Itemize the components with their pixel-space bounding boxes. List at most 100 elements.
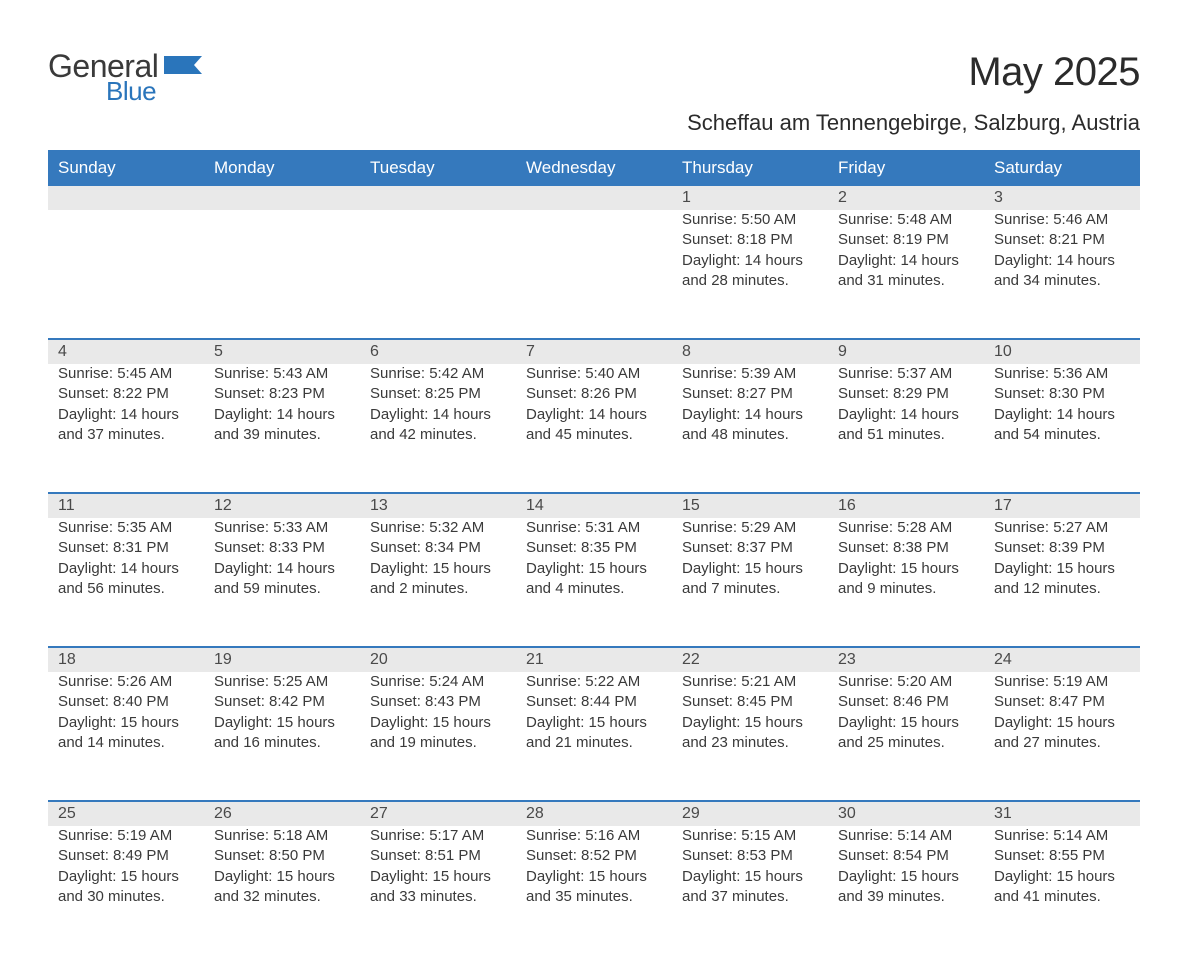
flag-icon (164, 56, 206, 84)
day-detail-line: Sunset: 8:33 PM (214, 538, 350, 558)
day-detail-line: and 39 minutes. (214, 425, 350, 445)
day-detail-line: Sunset: 8:19 PM (838, 230, 974, 250)
day-number: 31 (984, 802, 1140, 826)
day-detail-line: Sunset: 8:35 PM (526, 538, 662, 558)
day-cell: Sunrise: 5:29 AMSunset: 8:37 PMDaylight:… (672, 518, 828, 646)
day-detail-line: Daylight: 14 hours (58, 405, 194, 425)
day-detail-line: Sunset: 8:30 PM (994, 384, 1130, 404)
day-detail-line: Daylight: 15 hours (526, 867, 662, 887)
day-detail-line: Daylight: 15 hours (370, 867, 506, 887)
day-number-strip: 11121314151617 (48, 494, 1140, 518)
day-detail-line: Daylight: 15 hours (838, 867, 974, 887)
day-detail-line: Sunset: 8:51 PM (370, 846, 506, 866)
day-detail-line: Daylight: 15 hours (214, 867, 350, 887)
day-detail-line: Sunrise: 5:40 AM (526, 364, 662, 384)
day-number-strip: 123 (48, 186, 1140, 210)
week-row: 25262728293031Sunrise: 5:19 AMSunset: 8:… (48, 800, 1140, 954)
day-detail-line: and 56 minutes. (58, 579, 194, 599)
day-detail-line: Daylight: 14 hours (526, 405, 662, 425)
day-detail-line: Daylight: 15 hours (214, 713, 350, 733)
day-detail-line: and 23 minutes. (682, 733, 818, 753)
day-detail-line: Sunrise: 5:14 AM (994, 826, 1130, 846)
day-detail-line: Sunrise: 5:39 AM (682, 364, 818, 384)
day-detail-line: Sunrise: 5:46 AM (994, 210, 1130, 230)
day-detail-line: and 48 minutes. (682, 425, 818, 445)
day-detail-line: Sunset: 8:23 PM (214, 384, 350, 404)
day-detail-line: Sunrise: 5:42 AM (370, 364, 506, 384)
day-detail-line: Sunrise: 5:18 AM (214, 826, 350, 846)
day-cell: Sunrise: 5:46 AMSunset: 8:21 PMDaylight:… (984, 210, 1140, 338)
page-title: May 2025 (968, 50, 1140, 95)
brand-text: General Blue (48, 50, 158, 104)
week-row: 123Sunrise: 5:50 AMSunset: 8:18 PMDaylig… (48, 186, 1140, 338)
brand-blue: Blue (106, 78, 158, 104)
day-cell: Sunrise: 5:20 AMSunset: 8:46 PMDaylight:… (828, 672, 984, 800)
location-subtitle: Scheffau am Tennengebirge, Salzburg, Aus… (48, 110, 1140, 136)
day-detail-line: Sunrise: 5:31 AM (526, 518, 662, 538)
day-cell: Sunrise: 5:26 AMSunset: 8:40 PMDaylight:… (48, 672, 204, 800)
day-detail-line: Sunset: 8:55 PM (994, 846, 1130, 866)
week-row: 11121314151617Sunrise: 5:35 AMSunset: 8:… (48, 492, 1140, 646)
day-detail-line: and 21 minutes. (526, 733, 662, 753)
day-detail-line: and 51 minutes. (838, 425, 974, 445)
day-number: 14 (516, 494, 672, 518)
day-number: 6 (360, 340, 516, 364)
day-cell: Sunrise: 5:36 AMSunset: 8:30 PMDaylight:… (984, 364, 1140, 492)
day-number (360, 186, 516, 210)
day-cell: Sunrise: 5:42 AMSunset: 8:25 PMDaylight:… (360, 364, 516, 492)
day-detail-line: Sunrise: 5:20 AM (838, 672, 974, 692)
day-number-strip: 45678910 (48, 340, 1140, 364)
weeks-container: 123Sunrise: 5:50 AMSunset: 8:18 PMDaylig… (48, 186, 1140, 954)
day-number: 8 (672, 340, 828, 364)
day-number: 22 (672, 648, 828, 672)
day-detail-line: and 32 minutes. (214, 887, 350, 907)
day-cell: Sunrise: 5:19 AMSunset: 8:49 PMDaylight:… (48, 826, 204, 954)
day-cell: Sunrise: 5:24 AMSunset: 8:43 PMDaylight:… (360, 672, 516, 800)
day-detail-line: Sunset: 8:39 PM (994, 538, 1130, 558)
day-number: 4 (48, 340, 204, 364)
day-detail-line: Sunrise: 5:22 AM (526, 672, 662, 692)
day-number: 29 (672, 802, 828, 826)
day-number: 17 (984, 494, 1140, 518)
day-detail-line: Sunset: 8:25 PM (370, 384, 506, 404)
day-detail-line: and 27 minutes. (994, 733, 1130, 753)
day-detail-line: Sunrise: 5:17 AM (370, 826, 506, 846)
day-number: 23 (828, 648, 984, 672)
day-detail-line: Sunrise: 5:19 AM (58, 826, 194, 846)
day-detail-line: Sunrise: 5:50 AM (682, 210, 818, 230)
day-cell (204, 210, 360, 338)
day-detail-line: Sunset: 8:47 PM (994, 692, 1130, 712)
day-detail-line: Sunrise: 5:27 AM (994, 518, 1130, 538)
day-detail-line: and 12 minutes. (994, 579, 1130, 599)
day-detail-line: Daylight: 15 hours (838, 559, 974, 579)
day-detail-line: Daylight: 15 hours (682, 559, 818, 579)
day-cell: Sunrise: 5:19 AMSunset: 8:47 PMDaylight:… (984, 672, 1140, 800)
day-detail-line: and 37 minutes. (58, 425, 194, 445)
day-detail-line: Sunrise: 5:48 AM (838, 210, 974, 230)
day-number: 28 (516, 802, 672, 826)
day-cell (48, 210, 204, 338)
day-detail-line: Sunrise: 5:16 AM (526, 826, 662, 846)
day-number: 12 (204, 494, 360, 518)
day-cell: Sunrise: 5:15 AMSunset: 8:53 PMDaylight:… (672, 826, 828, 954)
day-cell: Sunrise: 5:33 AMSunset: 8:33 PMDaylight:… (204, 518, 360, 646)
day-detail-line: Daylight: 15 hours (58, 713, 194, 733)
day-detail-line: Sunset: 8:29 PM (838, 384, 974, 404)
day-detail-line: Sunset: 8:22 PM (58, 384, 194, 404)
day-number: 2 (828, 186, 984, 210)
brand-logo: General Blue (48, 50, 206, 104)
day-detail-line: and 4 minutes. (526, 579, 662, 599)
day-detail-line: Daylight: 15 hours (838, 713, 974, 733)
day-detail-line: Sunrise: 5:15 AM (682, 826, 818, 846)
day-detail-line: Sunrise: 5:14 AM (838, 826, 974, 846)
day-detail-line: and 16 minutes. (214, 733, 350, 753)
day-detail-line: Sunset: 8:42 PM (214, 692, 350, 712)
day-detail-line: and 7 minutes. (682, 579, 818, 599)
day-detail-line: Sunrise: 5:29 AM (682, 518, 818, 538)
day-number: 11 (48, 494, 204, 518)
day-detail-line: Sunset: 8:43 PM (370, 692, 506, 712)
day-detail-line: and 19 minutes. (370, 733, 506, 753)
day-detail-line: Daylight: 15 hours (994, 559, 1130, 579)
day-detail-line: Sunrise: 5:36 AM (994, 364, 1130, 384)
day-detail-line: Sunset: 8:49 PM (58, 846, 194, 866)
